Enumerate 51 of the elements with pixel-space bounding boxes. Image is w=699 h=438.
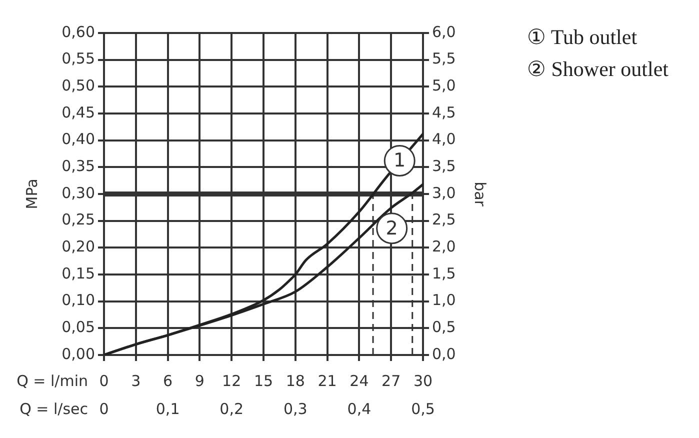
y-tick-label: 0,00 <box>62 344 95 363</box>
y2-tick-label: 3,0 <box>432 184 456 202</box>
y2-tick-label: 4,5 <box>432 103 456 122</box>
y-tick-label: 0,55 <box>62 50 95 68</box>
y-tick-label: 0,50 <box>62 76 95 95</box>
y2-tick-label: 5,5 <box>432 50 456 68</box>
y2-tick-label: 4,0 <box>432 130 456 148</box>
y2-tick-label: 2,0 <box>432 238 456 256</box>
x2-axis-title: Q = l/sec <box>20 400 88 418</box>
y-tick-label: 0,30 <box>62 184 95 202</box>
y-tick-label: 0,25 <box>62 210 95 229</box>
y2-tick-label: 3,5 <box>432 157 456 176</box>
x2-tick-label: 0 <box>99 400 109 418</box>
y2-tick-label: 1,0 <box>432 291 456 310</box>
x-tick-label: 30 <box>413 372 433 390</box>
x2-tick-label: 0,5 <box>411 400 435 418</box>
y-tick-label: 0,10 <box>62 291 95 310</box>
x-tick-label: 24 <box>350 372 369 390</box>
x-tick-label: 3 <box>131 372 141 390</box>
x-axis-title: Q = l/min <box>16 372 88 390</box>
y-tick-label: 0,60 <box>62 22 95 41</box>
y-tick-label: 0,20 <box>62 238 95 256</box>
x2-tick-label: 0,2 <box>220 400 244 418</box>
text: ① Tub outlet <box>527 24 638 51</box>
y-tick-label: 0,15 <box>62 264 95 282</box>
y2-axis-title: bar <box>471 182 490 208</box>
y2-tick-label: 6,0 <box>432 22 456 41</box>
annotation: 2 <box>386 217 398 240</box>
annotation: 1 <box>394 150 406 172</box>
y-tick-label: 0,05 <box>62 318 95 336</box>
y2-tick-label: 0,5 <box>432 318 456 336</box>
y-tick-label: 0,40 <box>62 130 95 148</box>
y2-tick-label: 2,5 <box>432 210 456 229</box>
y2-tick-label: 5,0 <box>432 76 456 95</box>
y2-tick-label: 1,5 <box>432 264 456 282</box>
x2-tick-label: 0,4 <box>347 400 372 418</box>
x-tick-label: 27 <box>382 372 401 390</box>
y-tick-label: 0,45 <box>62 103 95 122</box>
x-tick-label: 9 <box>194 372 204 390</box>
y-tick-label: 0,35 <box>62 157 95 176</box>
x-tick-label: 12 <box>222 372 242 390</box>
x-tick-label: 18 <box>286 372 305 390</box>
x2-tick-label: 0,1 <box>156 400 180 418</box>
y-axis-title: MPa <box>22 178 41 210</box>
x-tick-label: 15 <box>254 372 274 390</box>
x2-tick-label: 0,3 <box>283 400 308 418</box>
text: ② Shower outlet <box>527 56 668 83</box>
x-tick-label: 21 <box>318 372 337 390</box>
x-tick-label: 0 <box>99 372 109 390</box>
y2-tick-label: 0,0 <box>432 344 456 363</box>
x-tick-label: 6 <box>163 372 173 390</box>
